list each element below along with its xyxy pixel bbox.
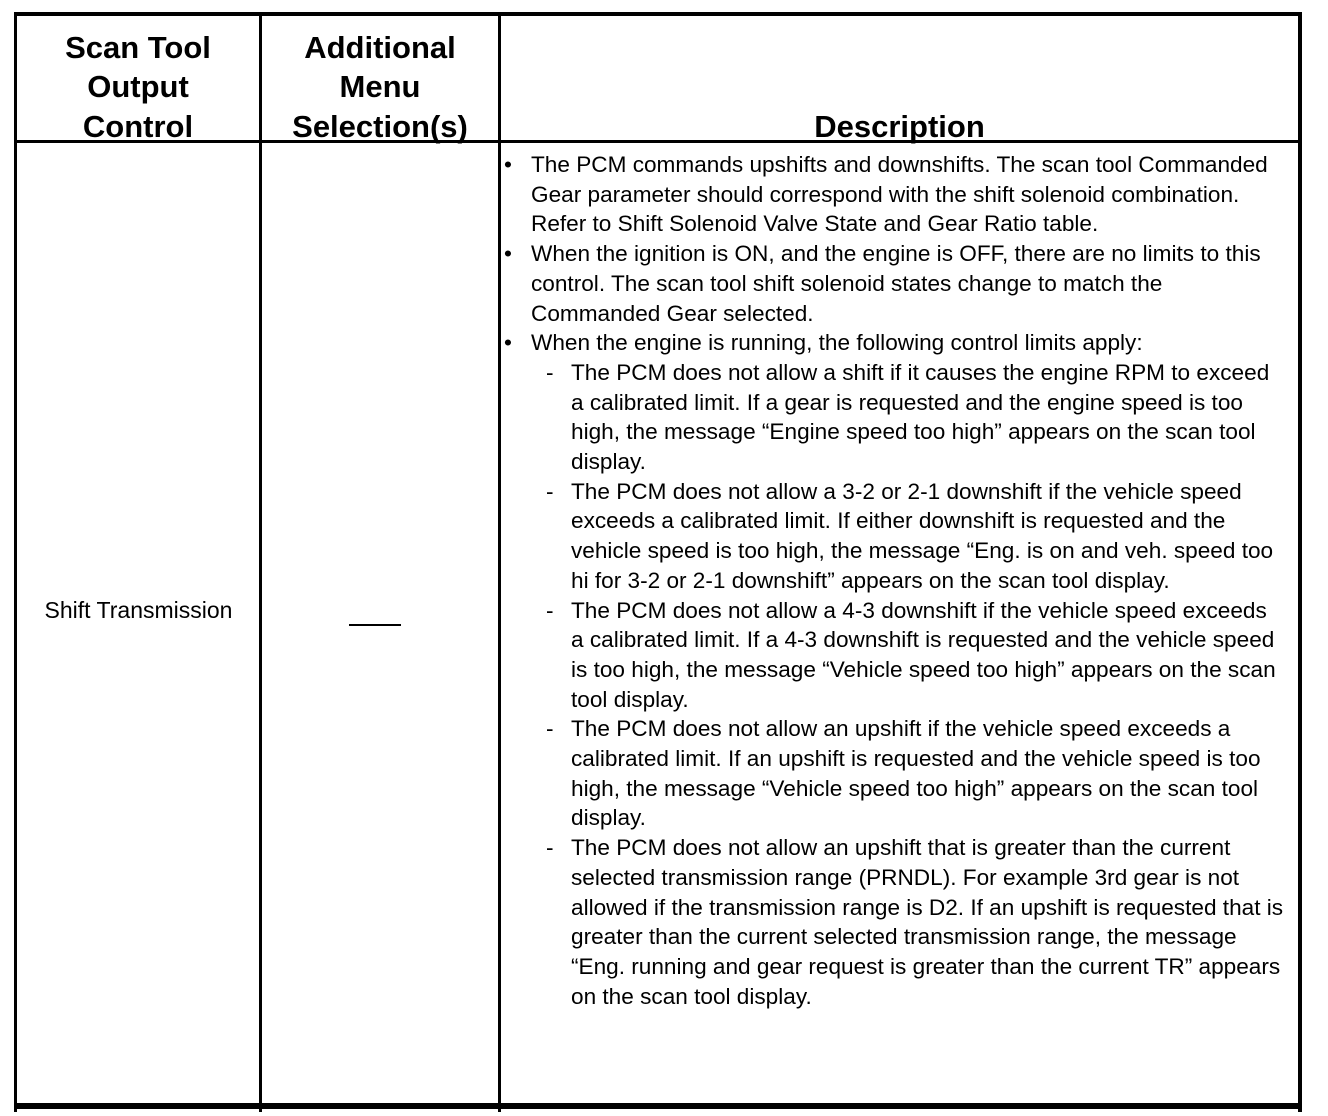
menu-selection-dash xyxy=(349,624,401,626)
col-border-1 xyxy=(259,12,262,1112)
bullet-item: When the ignition is ON, and the engine … xyxy=(500,239,1285,328)
header-divider xyxy=(14,140,1302,143)
row-bottom-border xyxy=(14,1103,1302,1109)
table-top-border xyxy=(14,12,1302,16)
header-line: Menu xyxy=(339,69,421,104)
header-line: Description xyxy=(814,108,985,144)
sub-item: The PCM does not allow a shift if it cau… xyxy=(500,358,1285,477)
bullet-list: The PCM commands upshifts and downshifts… xyxy=(500,150,1285,358)
bullet-item: When the engine is running, the followin… xyxy=(500,328,1285,358)
description-cell: The PCM commands upshifts and downshifts… xyxy=(500,150,1285,1011)
header-scan-tool-output-control: Scan Tool Output Control xyxy=(17,20,259,146)
sub-item: The PCM does not allow an upshift that i… xyxy=(500,833,1285,1011)
header-additional-menu-selections: Additional Menu Selection(s) xyxy=(262,20,498,146)
header-line: Additional xyxy=(304,29,456,65)
header-line: Output xyxy=(87,69,189,104)
bullet-item: The PCM commands upshifts and downshifts… xyxy=(500,150,1285,239)
col-border-right xyxy=(1298,12,1302,1112)
sub-item: The PCM does not allow a 3-2 or 2-1 down… xyxy=(500,477,1285,596)
header-description: Description xyxy=(501,20,1298,146)
sub-item-list: The PCM does not allow a shift if it cau… xyxy=(500,358,1285,1011)
sub-item: The PCM does not allow an upshift if the… xyxy=(500,714,1285,833)
header-line: Scan Tool xyxy=(65,29,211,65)
header-line: Control xyxy=(82,108,194,144)
scan-tool-output-control-table: Scan Tool Output Control Additional Menu Sel… xyxy=(14,12,1302,1112)
control-cell: Shift Transmission xyxy=(44,597,233,623)
col-border-left xyxy=(14,12,17,1112)
sub-item: The PCM does not allow a 4-3 downshift i… xyxy=(500,596,1285,715)
header-line: Selection(s) xyxy=(292,108,468,144)
